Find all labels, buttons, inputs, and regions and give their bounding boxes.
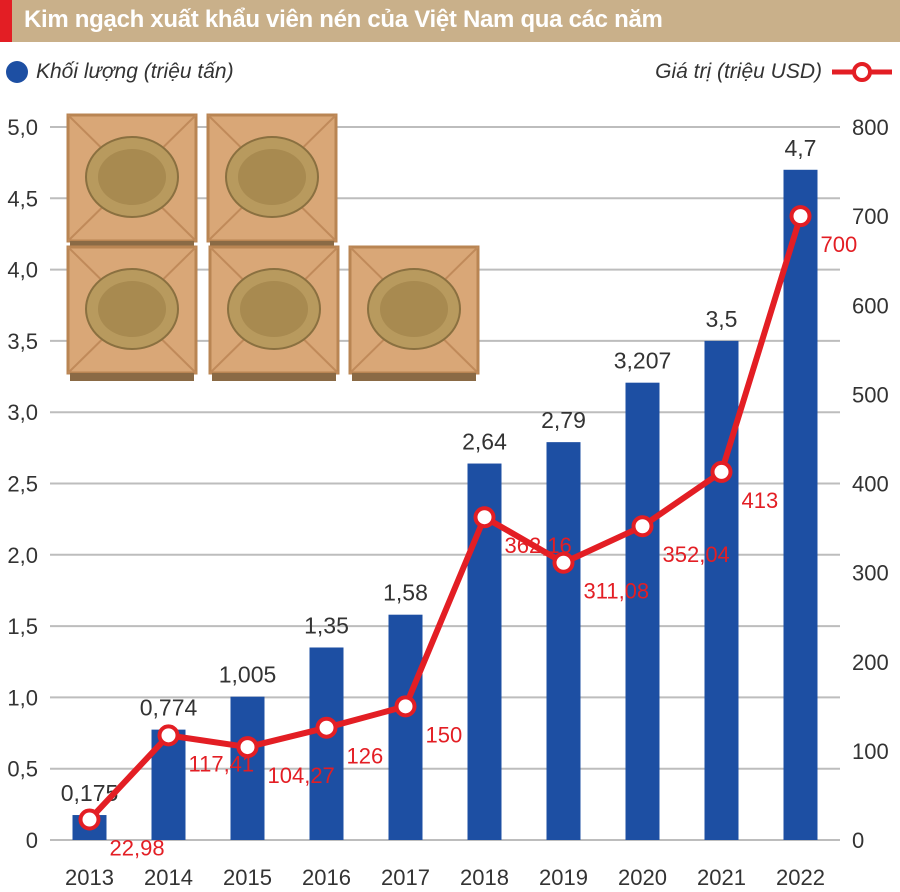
line-data-label: 352,04 — [663, 542, 730, 567]
y-left-tick-label: 2,0 — [7, 543, 38, 568]
line-point — [315, 716, 338, 739]
bar — [546, 442, 581, 840]
x-tick-label: 2020 — [618, 865, 667, 890]
y-right-tick-label: 300 — [852, 561, 889, 586]
bar — [783, 169, 818, 840]
x-axis: 2013 2014 2015 2016 2017 2018 2019 2020 2021 2022 — [65, 865, 825, 890]
y-right-tick-label: 400 — [852, 472, 889, 497]
y-right-tick-label: 600 — [852, 293, 889, 318]
crate-icon — [206, 113, 338, 249]
legend-line-marker-icon — [832, 62, 892, 82]
y-right-tick-label: 0 — [852, 828, 864, 853]
line-data-label: 104,27 — [268, 763, 335, 788]
bar — [309, 647, 344, 840]
y-left-tick-label: 0 — [26, 828, 38, 853]
y-left-tick-label: 2,5 — [7, 472, 38, 497]
value-line — [78, 205, 812, 831]
legend-volume-label: Khối lượng (triệu tấn) — [36, 60, 234, 83]
line-labels: 22,98 117,41 104,27 126 150 362,16 311,08 352,0… — [110, 232, 858, 860]
line-data-label: 126 — [347, 744, 384, 769]
bar-data-label: 2,79 — [541, 407, 586, 433]
y-left-tick-label: 4,0 — [7, 258, 38, 283]
x-tick-label: 2021 — [697, 865, 746, 890]
line-data-label: 413 — [742, 488, 779, 513]
title-accent — [0, 0, 12, 42]
line-point — [394, 695, 417, 718]
line-data-label: 700 — [821, 232, 858, 257]
x-tick-label: 2013 — [65, 865, 114, 890]
x-tick-label: 2015 — [223, 865, 272, 890]
chart-title: Kim ngạch xuất khẩu viên nén của Việt Na… — [24, 6, 663, 33]
line-point — [631, 515, 654, 538]
bar — [388, 614, 423, 840]
bar — [230, 696, 265, 840]
y-axis-right: 0 100 200 300 400 500 600 700 800 — [852, 115, 889, 853]
x-tick-label: 2016 — [302, 865, 351, 890]
bar — [625, 382, 660, 840]
y-left-tick-label: 3,0 — [7, 400, 38, 425]
line-point — [473, 506, 496, 529]
wood-pellet-crates-icon — [66, 113, 480, 381]
bar-data-label: 4,7 — [785, 135, 817, 161]
bar-data-label: 3,207 — [614, 348, 672, 374]
crate-icon — [348, 245, 480, 381]
x-tick-label: 2014 — [144, 865, 193, 890]
y-right-tick-label: 100 — [852, 739, 889, 764]
bars — [72, 169, 818, 840]
legend-value: Giá trị (triệu USD) — [655, 58, 894, 86]
y-left-tick-label: 3,5 — [7, 329, 38, 354]
line-point — [157, 724, 180, 747]
y-left-tick-label: 5,0 — [7, 115, 38, 140]
y-right-tick-label: 500 — [852, 382, 889, 407]
y-axis-left: 0 0,5 1,0 1,5 2,0 2,5 3,0 3,5 4,0 4,5 5,0 — [7, 115, 38, 853]
crate-icon — [208, 245, 340, 381]
line-point — [710, 460, 733, 483]
line-data-label: 117,41 — [189, 751, 255, 776]
line-point — [236, 736, 259, 759]
x-tick-label: 2022 — [776, 865, 825, 890]
legend-dot-icon — [6, 61, 28, 83]
line-data-label: 311,08 — [584, 579, 650, 604]
legend-volume: Khối lượng (triệu tấn) — [6, 58, 234, 86]
line-data-label: 22,98 — [110, 836, 165, 861]
bar — [704, 340, 739, 840]
crate-icon — [66, 245, 198, 381]
y-left-tick-label: 1,5 — [7, 614, 38, 639]
line-data-label: 362,16 — [505, 533, 572, 558]
y-right-tick-label: 700 — [852, 204, 889, 229]
bar-labels: 0,1750,7741,0051,351,582,642,793,2073,54… — [61, 135, 817, 806]
line-point — [552, 551, 575, 574]
line-point — [78, 808, 101, 831]
y-left-tick-label: 4,5 — [7, 186, 38, 211]
title-bar: Kim ngạch xuất khẩu viên nén của Việt Na… — [0, 0, 900, 42]
bar-data-label: 1,58 — [383, 580, 428, 606]
line-point — [789, 205, 812, 228]
y-left-tick-label: 0,5 — [7, 757, 38, 782]
crate-icon — [66, 113, 198, 249]
bar-data-label: 1,005 — [219, 662, 277, 688]
x-tick-label: 2018 — [460, 865, 509, 890]
bar-data-label: 0,774 — [140, 695, 198, 721]
x-tick-label: 2017 — [381, 865, 430, 890]
y-right-tick-label: 200 — [852, 650, 889, 675]
value-series-line — [87, 215, 804, 822]
x-tick-label: 2019 — [539, 865, 588, 890]
bar-data-label: 3,5 — [706, 306, 738, 332]
y-left-tick-label: 1,0 — [7, 685, 38, 710]
bar-data-label: 2,64 — [462, 429, 507, 455]
bar-data-label: 1,35 — [304, 612, 349, 638]
y-right-tick-label: 800 — [852, 115, 889, 140]
line-data-label: 150 — [426, 722, 463, 747]
legend-value-label: Giá trị (triệu USD) — [655, 60, 822, 83]
